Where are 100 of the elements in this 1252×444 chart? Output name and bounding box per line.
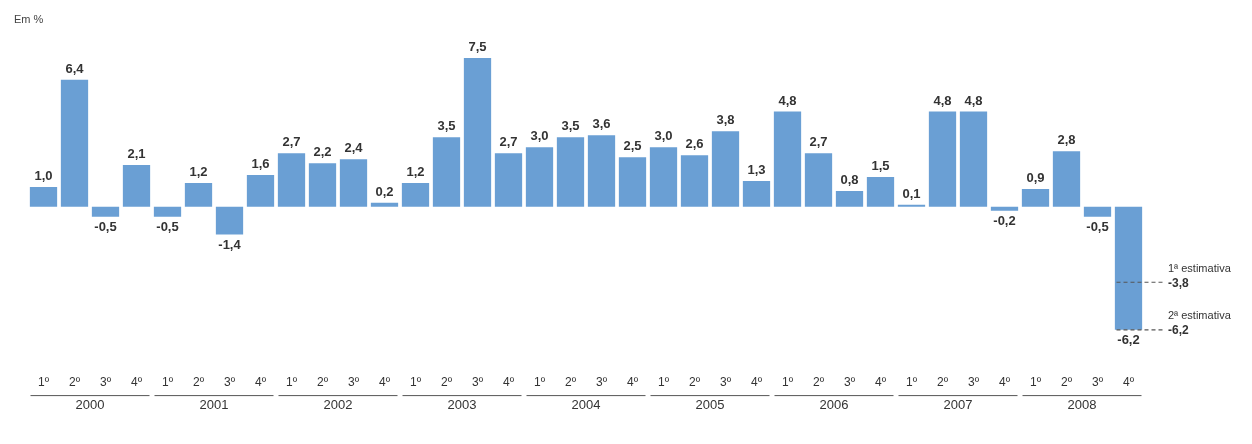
bar bbox=[370, 202, 399, 207]
bar bbox=[1114, 206, 1143, 330]
x-tick-label: 4º bbox=[1122, 375, 1135, 390]
bar bbox=[649, 147, 678, 207]
bar bbox=[122, 165, 151, 207]
text: -6,2 bbox=[1168, 323, 1189, 338]
bar bbox=[339, 159, 368, 207]
data-label: 3,5 bbox=[561, 118, 580, 134]
bar bbox=[928, 111, 957, 207]
x-tick-label: 1º bbox=[161, 375, 174, 390]
data-label: 1,2 bbox=[189, 164, 208, 180]
x-tick-label: 3º bbox=[843, 375, 856, 390]
data-label: 1,3 bbox=[747, 162, 766, 178]
bar bbox=[990, 206, 1019, 211]
x-tick-label: 1º bbox=[905, 375, 918, 390]
data-label: -0,2 bbox=[993, 212, 1016, 228]
data-label: 2,7 bbox=[282, 134, 301, 150]
data-label: -1,4 bbox=[218, 236, 242, 252]
x-tick-label: 1º bbox=[285, 375, 298, 390]
bar bbox=[1052, 151, 1081, 207]
bar bbox=[91, 206, 120, 217]
bar bbox=[1021, 188, 1050, 207]
x-tick-label: 4º bbox=[998, 375, 1011, 390]
x-tick-label: 4º bbox=[254, 375, 267, 390]
text: 2006 bbox=[819, 396, 849, 412]
x-tick-label: 1º bbox=[781, 375, 794, 390]
text: 2001 bbox=[199, 396, 229, 412]
x-tick-label: 4º bbox=[130, 375, 143, 390]
x-tick-label: 2º bbox=[936, 375, 949, 390]
data-label: 4,8 bbox=[778, 92, 797, 108]
bar bbox=[215, 206, 244, 235]
bar bbox=[1083, 206, 1112, 217]
bar bbox=[60, 79, 89, 207]
data-label: 3,5 bbox=[437, 118, 456, 134]
bar bbox=[494, 153, 523, 207]
data-label: 2,4 bbox=[344, 140, 364, 156]
x-tick-label: 1º bbox=[409, 375, 422, 390]
text: 2003 bbox=[447, 396, 477, 412]
bar bbox=[525, 147, 554, 207]
data-label: 2,7 bbox=[499, 134, 518, 150]
data-label: 1,2 bbox=[406, 164, 425, 180]
x-tick-label: 3º bbox=[347, 375, 360, 390]
x-tick-label: 2º bbox=[316, 375, 329, 390]
bar bbox=[680, 155, 709, 207]
data-label: 2,5 bbox=[623, 138, 642, 154]
data-label: 2,8 bbox=[1057, 132, 1076, 148]
bar bbox=[401, 182, 430, 207]
bar bbox=[835, 190, 864, 207]
bar bbox=[556, 137, 585, 207]
x-tick-label: 2º bbox=[564, 375, 577, 390]
data-label: 6,4 bbox=[65, 60, 85, 76]
x-tick-label: 2º bbox=[192, 375, 205, 390]
data-label: 2,1 bbox=[127, 146, 146, 162]
bar bbox=[463, 57, 492, 207]
x-tick-label: 2º bbox=[812, 375, 825, 390]
y-axis-title: Em % bbox=[14, 12, 44, 25]
bar bbox=[153, 206, 182, 217]
bar bbox=[246, 175, 275, 207]
bar bbox=[432, 137, 461, 207]
data-label: 0,9 bbox=[1026, 170, 1045, 186]
x-tick-label: 3º bbox=[719, 375, 732, 390]
x-tick-label: 3º bbox=[595, 375, 608, 390]
data-label: -0,5 bbox=[94, 218, 117, 234]
x-tick-label: 2º bbox=[440, 375, 453, 390]
x-tick-label: 4º bbox=[378, 375, 391, 390]
x-tick-label: 3º bbox=[223, 375, 236, 390]
data-label: -0,5 bbox=[1086, 218, 1109, 234]
x-tick-label: 3º bbox=[967, 375, 980, 390]
data-label: 2,6 bbox=[685, 136, 704, 152]
data-label: -0,5 bbox=[156, 218, 179, 234]
x-tick-label: 2º bbox=[68, 375, 81, 390]
data-label: 4,8 bbox=[933, 92, 952, 108]
text: 2007 bbox=[943, 396, 973, 412]
bar bbox=[804, 153, 833, 207]
data-label: 3,0 bbox=[530, 128, 549, 144]
data-label: 0,2 bbox=[375, 183, 394, 199]
x-tick-label: 1º bbox=[533, 375, 546, 390]
data-label: 3,0 bbox=[654, 128, 673, 144]
data-label: 0,8 bbox=[840, 172, 859, 187]
bar bbox=[587, 135, 616, 207]
bar bbox=[866, 177, 895, 207]
x-tick-label: 3º bbox=[471, 375, 484, 390]
bar bbox=[308, 163, 337, 207]
bar bbox=[29, 186, 58, 207]
text: 2000 bbox=[75, 396, 105, 412]
x-tick-label: 2º bbox=[1060, 375, 1073, 390]
ref-line-label: 2ª estimativa bbox=[1168, 309, 1232, 322]
bar bbox=[959, 111, 988, 207]
x-tick-label: 4º bbox=[750, 375, 763, 390]
data-label: 1,0 bbox=[34, 168, 53, 184]
data-label: 4,8 bbox=[964, 92, 983, 108]
x-tick-label: 4º bbox=[874, 375, 887, 390]
data-label: 3,8 bbox=[716, 112, 735, 128]
text: 2008 bbox=[1067, 396, 1097, 412]
x-tick-label: 1º bbox=[657, 375, 670, 390]
x-tick-label: 4º bbox=[626, 375, 639, 390]
ref-line-label: 1ª estimativa bbox=[1168, 261, 1232, 274]
x-tick-label: 1º bbox=[1029, 375, 1042, 390]
x-tick-label: 2º bbox=[688, 375, 701, 390]
data-label: 2,7 bbox=[809, 134, 828, 150]
